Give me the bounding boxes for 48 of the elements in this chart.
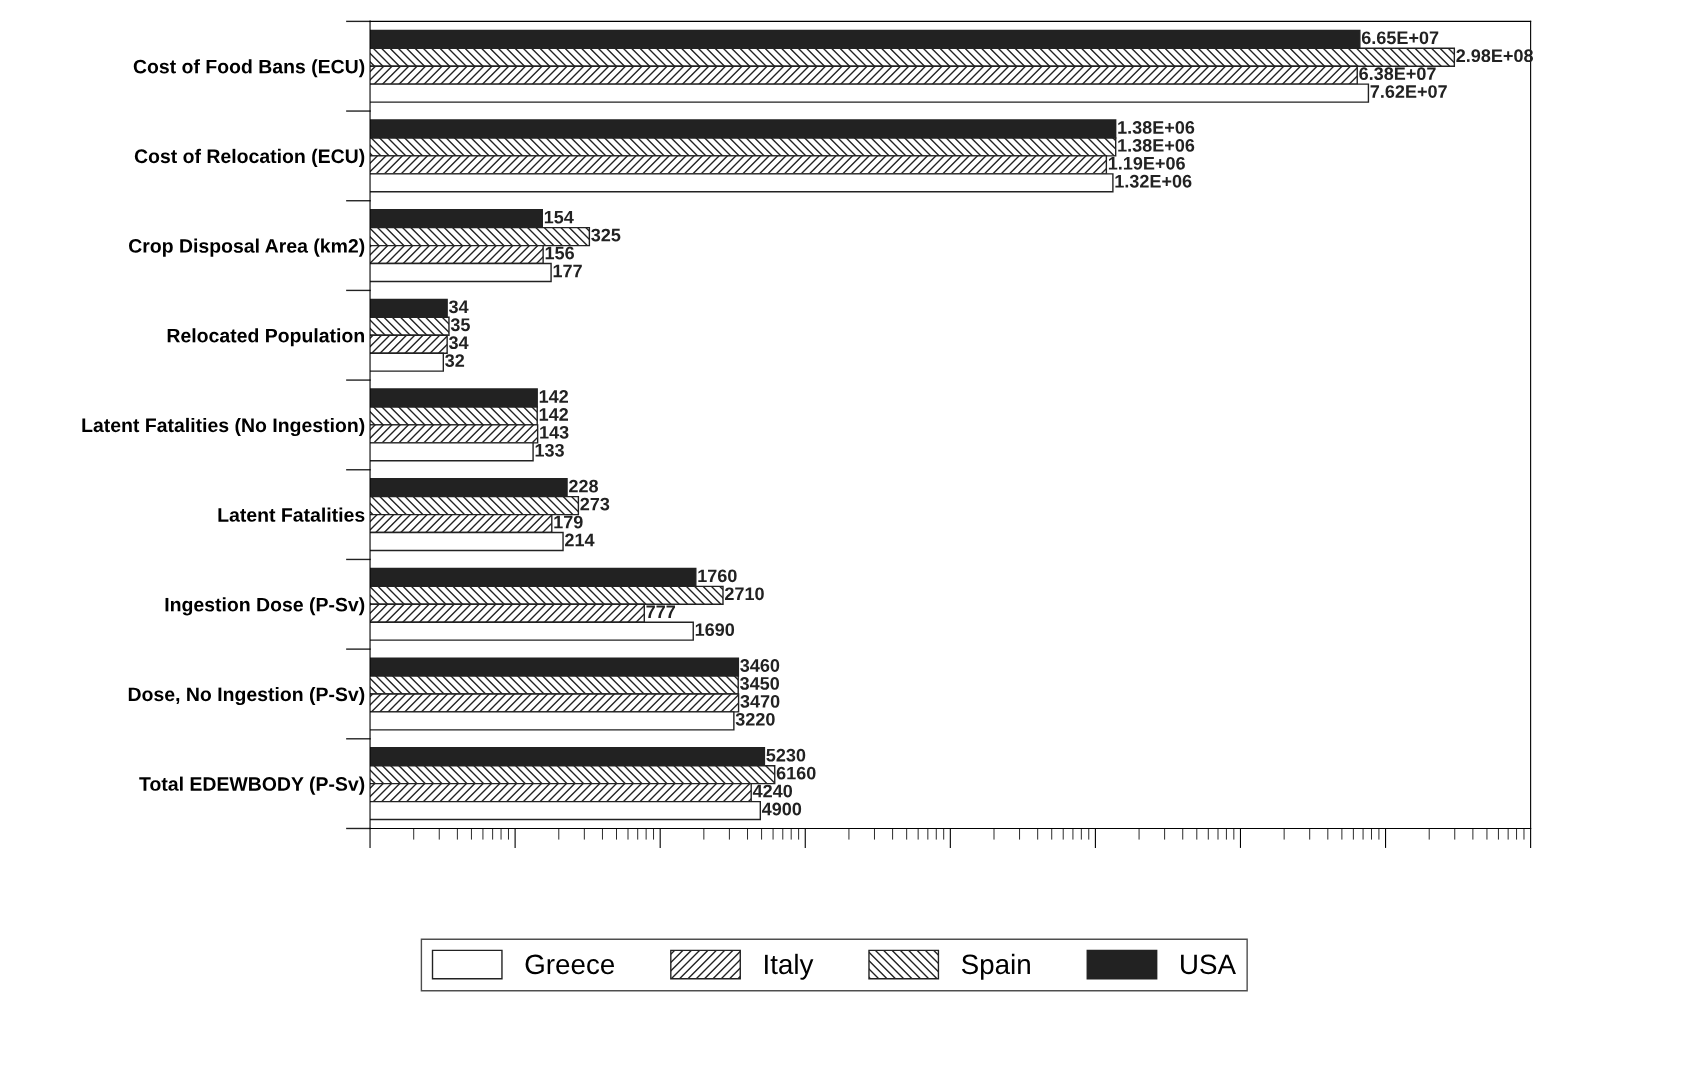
data-label: 777 <box>646 605 676 618</box>
data-label: 35 <box>450 318 470 332</box>
data-label: 6.38E+07 <box>1359 67 1436 81</box>
data-label: 154 <box>544 210 574 224</box>
data-label: 32 <box>445 354 465 368</box>
data-label: 1760 <box>698 569 737 583</box>
y-tick-label: Cost of Food Bans (ECU) <box>133 59 365 78</box>
data-label: 273 <box>580 497 610 511</box>
data-label: 156 <box>545 246 574 260</box>
y-tick-label: Crop Disposal Area (km2) <box>129 238 365 257</box>
data-label: 1.38E+06 <box>1118 121 1195 134</box>
data-label: 214 <box>565 533 595 547</box>
y-tick-label: Latent Fatalities (No Ingestion) <box>82 417 365 437</box>
data-label: 179 <box>554 515 583 529</box>
data-label: 3220 <box>735 712 775 726</box>
legend-label: Spain <box>961 953 1030 980</box>
data-label: 5230 <box>766 748 806 762</box>
data-label: 34 <box>448 300 469 314</box>
data-label: 142 <box>539 408 568 421</box>
data-label: 1690 <box>695 623 735 637</box>
data-label: 6160 <box>776 766 816 780</box>
data-label: 325 <box>591 228 621 242</box>
data-label: 1.19E+06 <box>1108 156 1185 170</box>
data-label: 133 <box>535 443 564 457</box>
data-label: 4240 <box>752 784 793 798</box>
data-label: 6.65E+07 <box>1361 31 1439 45</box>
data-label: 4900 <box>761 802 802 816</box>
data-label: 3450 <box>740 677 780 690</box>
data-label: 1.32E+06 <box>1115 174 1192 188</box>
data-label: 1.38E+06 <box>1118 138 1195 152</box>
legend-label: USA <box>1181 954 1236 975</box>
data-label: 2710 <box>725 587 764 601</box>
data-label: 143 <box>540 425 569 439</box>
data-label: 228 <box>569 479 598 493</box>
data-label: 34 <box>448 336 469 350</box>
data-label: 7.62E+07 <box>1370 85 1447 98</box>
legend-label: Italy <box>765 953 814 980</box>
legend-label: Greece <box>525 954 615 975</box>
data-label: 3470 <box>740 694 780 708</box>
y-tick-label: Total EDEWBODY (P-Sv) <box>139 776 365 795</box>
y-tick-label: Dose, No Ingestion (P-Sv) <box>128 686 365 706</box>
y-tick-label: Relocated Population <box>167 328 364 347</box>
y-tick-label: Latent Fatalities <box>218 507 365 522</box>
data-label: 177 <box>553 264 582 278</box>
data-label: 3460 <box>740 659 780 672</box>
y-tick-label: Ingestion Dose (P-Sv) <box>165 597 365 616</box>
y-tick-label: Cost of Relocation (ECU) <box>134 148 365 167</box>
data-label: 142 <box>539 390 568 403</box>
